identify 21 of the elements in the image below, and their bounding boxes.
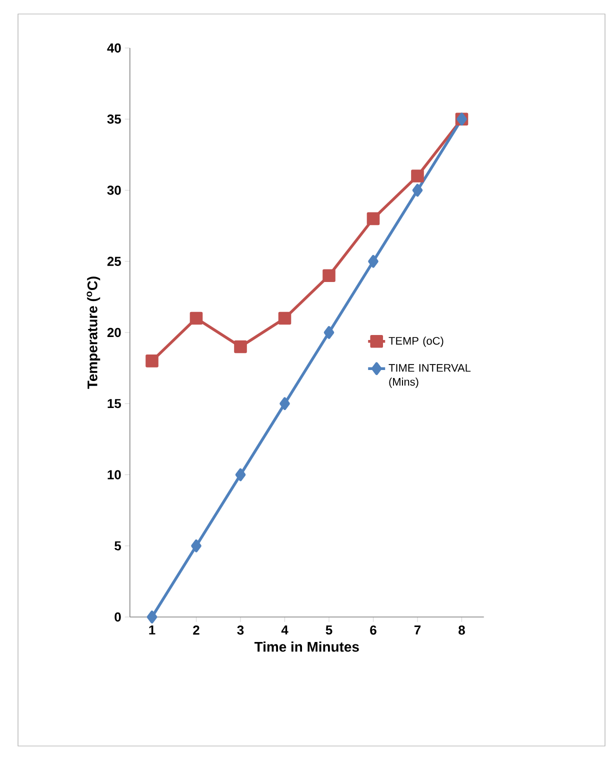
y-tick-label: 20: [107, 328, 121, 338]
x-tick-label: 2: [193, 626, 200, 635]
y-axis-title: Temperature ($^{o}$C): [86, 276, 100, 389]
x-tick-label: 1: [149, 626, 156, 634]
x-tick-label: 6: [370, 626, 376, 635]
x-tick-label: 3: [237, 626, 244, 635]
x-axis-title: Time in Minutes: [254, 642, 359, 652]
legend-label: TEMP (oC): [388, 336, 444, 347]
x-tick-label: 4: [281, 626, 288, 634]
y-tick-label: 35: [107, 114, 121, 124]
y-tick-label: 25: [107, 256, 121, 266]
y-tick-label: 40: [107, 43, 121, 53]
y-tick-label: 0: [114, 612, 121, 622]
x-tick-label: 7: [414, 626, 421, 634]
y-tick-label: 30: [107, 186, 121, 195]
x-tick-label: 8: [458, 626, 465, 635]
y-tick-label: 5: [114, 541, 121, 550]
y-tick-label: 10: [108, 470, 121, 480]
legend-label: TIME INTERVAL (Mins): [388, 364, 471, 388]
x-tick-label: 5: [326, 626, 332, 635]
y-tick-label: 15: [108, 399, 121, 408]
